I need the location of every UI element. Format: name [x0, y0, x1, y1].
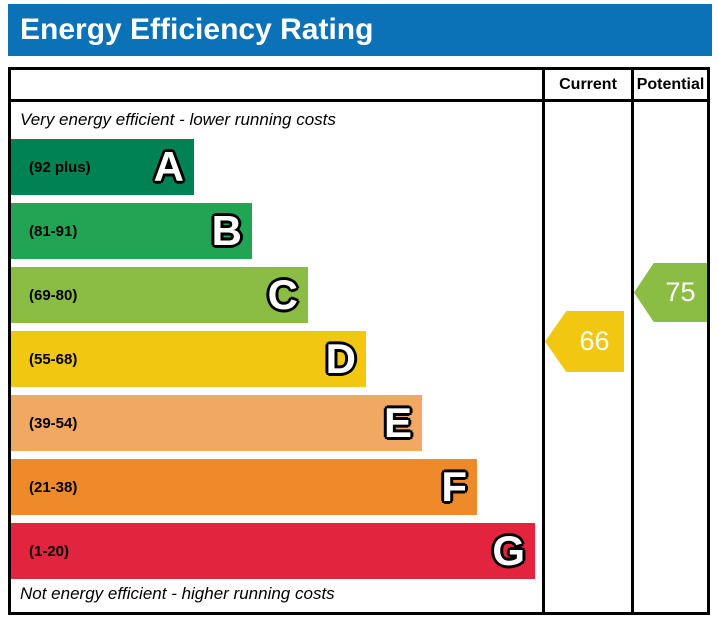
band-letter: G — [492, 527, 525, 574]
band-f: (21-38) F — [11, 459, 477, 515]
column-divider-current — [542, 70, 545, 612]
header-separator-line — [11, 99, 707, 102]
band-range-label: (21-38) — [29, 478, 78, 496]
bottom-note: Not energy efficient - higher running co… — [20, 584, 335, 603]
band-letter: B — [211, 207, 242, 254]
band-a: (92 plus) A — [11, 139, 194, 195]
band-range-label: (81-91) — [29, 222, 78, 240]
rating-chart: Current Potential Very energy efficient … — [8, 67, 710, 615]
band-letter: C — [267, 271, 298, 318]
band-e: (39-54) E — [11, 395, 422, 451]
column-divider-potential — [631, 70, 634, 612]
band-range-label: (55-68) — [29, 350, 78, 368]
band-b: (81-91) B — [11, 203, 252, 259]
band-d: (55-68) D — [11, 331, 366, 387]
column-header-potential: Potential — [636, 76, 705, 93]
band-range-label: (1-20) — [29, 542, 70, 560]
current-rating-arrow: 66 — [545, 311, 624, 372]
band-g: (1-20) G — [11, 523, 535, 579]
top-note: Very energy efficient - lower running co… — [20, 110, 336, 129]
current-rating-value: 66 — [579, 326, 610, 356]
page-title: Energy Efficiency Rating — [8, 4, 712, 56]
band-letter: A — [153, 143, 184, 190]
band-letter: F — [441, 463, 467, 510]
band-letter: D — [325, 335, 356, 382]
band-letter: E — [383, 399, 412, 446]
band-range-label: (39-54) — [29, 414, 78, 432]
band-c: (69-80) C — [11, 267, 308, 323]
potential-rating-arrow: 75 — [634, 263, 707, 322]
band-range-label: (69-80) — [29, 286, 78, 304]
band-range-label: (92 plus) — [29, 158, 91, 176]
column-header-current: Current — [559, 76, 617, 93]
potential-rating-value: 75 — [665, 277, 696, 307]
